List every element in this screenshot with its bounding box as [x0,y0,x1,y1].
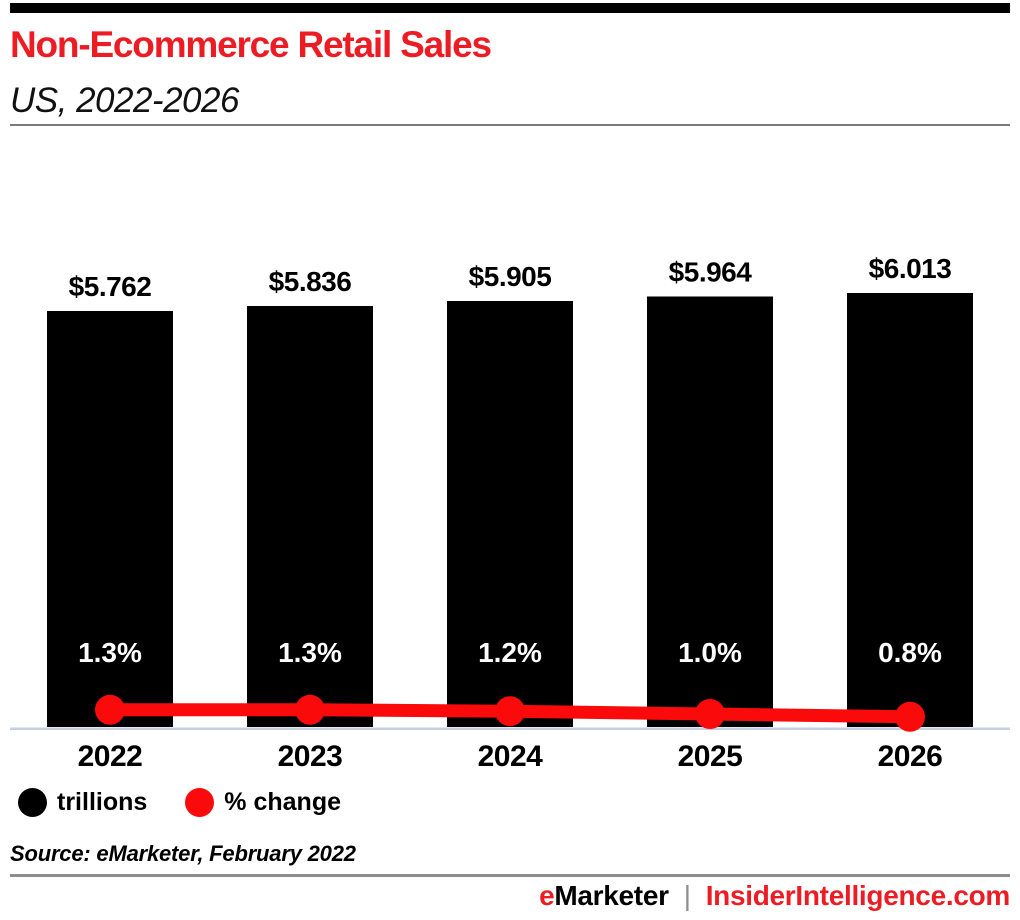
emarketer-logo-e: e [539,880,555,911]
bar-value-label-2026: $6.013 [869,253,952,284]
footer-divider [10,874,1010,877]
pct-change-point-2022 [95,694,125,725]
emarketer-logo: eMarketer [539,880,669,912]
legend: trillions % change [18,786,341,818]
legend-item-pct-change: % change [185,787,341,817]
pct-label-2026: 0.8% [878,637,942,668]
pct-label-2024: 1.2% [478,637,542,668]
bar-value-label-2025: $5.964 [669,257,753,288]
chart-title: Non-Ecommerce Retail Sales [10,24,492,65]
pct-change-point-2024 [495,696,525,727]
header-divider [10,124,1010,126]
footer-branding: eMarketer | InsiderIntelligence.com [539,880,1010,912]
legend-item-trillions: trillions [18,787,148,817]
pct-change-dot-icon [185,787,215,817]
source-note: Source: eMarketer, February 2022 [10,841,356,866]
x-tick-label-2026: 2026 [878,740,943,773]
bar-2025 [647,296,773,727]
pct-change-point-2026 [895,701,925,732]
footer-separator: | [683,880,691,911]
legend-label-trillions: trillions [57,787,148,816]
bar-line-chart: $5.762 1.3% 2022 $5.836 1.3% 2023 $5.905 1.2% 20… [10,253,1010,773]
bar-2026 [847,293,973,727]
bar-2022 [47,311,173,727]
chart-subtitle: US, 2022-2026 [10,81,239,120]
pct-change-point-2025 [695,699,725,729]
x-tick-label-2024: 2024 [478,740,544,773]
x-tick-label-2022: 2022 [78,740,143,773]
legend-label-pct-change: % change [224,787,341,816]
x-tick-label-2023: 2023 [278,740,343,773]
bar-value-label-2022: $5.762 [69,271,152,302]
bar-value-label-2023: $5.836 [269,266,352,297]
x-tick-label-2025: 2025 [678,740,743,773]
insider-intelligence-link[interactable]: InsiderIntelligence.com [705,880,1011,911]
emarketer-logo-rest: Marketer [554,880,669,911]
pct-label-2025: 1.0% [678,637,742,668]
bar-value-label-2024: $5.905 [469,261,552,292]
pct-change-point-2023 [295,694,325,725]
pct-label-2023: 1.3% [278,637,342,668]
top-accent-bar [10,3,1010,13]
trillions-dot-icon [18,787,47,817]
pct-label-2022: 1.3% [78,637,142,668]
bar-2023 [247,305,373,727]
bar-2024 [447,300,573,727]
